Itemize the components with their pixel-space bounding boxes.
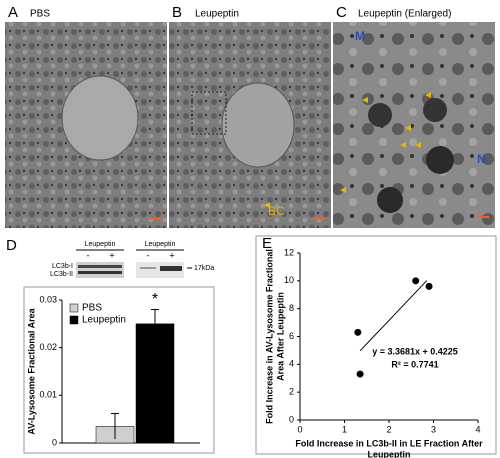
panel-letter: B — [172, 4, 182, 21]
annotation: BC — [268, 204, 285, 218]
image-label: Leupeptin — [195, 9, 239, 20]
y-axis-title: Fold Increase in AV-Lysosome Fractional — [264, 249, 274, 424]
y-tick-label: 6 — [289, 331, 294, 341]
trendline — [359, 280, 428, 352]
panel-letter: A — [8, 4, 18, 21]
y-tick-label: 2 — [289, 387, 294, 397]
panel-letter: E — [262, 235, 272, 252]
band-label: LC3b-II — [50, 271, 73, 278]
y-tick-label: 0 — [289, 414, 294, 424]
annotation: N — [477, 152, 486, 166]
marker-label: 17kDa — [194, 265, 214, 272]
legend-label: Leupeptin — [82, 315, 126, 326]
y-tick-label: 0.01 — [39, 390, 57, 400]
y-tick-label: 0.02 — [39, 342, 57, 352]
chart-frame — [23, 286, 215, 454]
legend-swatch — [69, 315, 79, 325]
legend-label: PBS — [82, 303, 102, 314]
y-tick-label: 8 — [289, 303, 294, 313]
panel-letter: C — [336, 4, 347, 21]
equation: y = 3.3681x + 0.4225 — [372, 346, 458, 356]
x-axis-title: Fold Increase in LC3b-II in LE Fraction … — [295, 438, 483, 448]
y-tick-label: 0 — [52, 437, 57, 447]
lane-label: + — [109, 250, 114, 260]
bar — [135, 323, 175, 444]
point — [412, 277, 420, 285]
lane-label: - — [147, 250, 150, 260]
blot-label: Leupeptin — [145, 241, 176, 248]
point — [354, 328, 362, 336]
x-tick-label: 3 — [431, 424, 436, 434]
legend-swatch — [69, 303, 79, 313]
micrograph-c — [333, 22, 495, 228]
lane-label: + — [169, 250, 174, 260]
y-tick-label: 10 — [284, 275, 294, 285]
x-tick-label: 0 — [297, 424, 302, 434]
x-tick-label: 2 — [386, 424, 391, 434]
y-axis-title: Area After Leupeptin — [275, 292, 285, 381]
micrograph-a — [5, 22, 167, 228]
x-tick-label: 1 — [342, 424, 347, 434]
blot-label: Leupeptin — [85, 241, 116, 248]
point — [356, 370, 364, 378]
image-label: PBS — [30, 9, 50, 20]
panel-letter: D — [6, 237, 17, 254]
chart-frame — [255, 235, 497, 455]
y-tick-label: 4 — [289, 359, 294, 369]
point — [425, 282, 433, 290]
arrowheads — [264, 92, 431, 208]
x-axis-title: Leupeptin — [368, 449, 411, 458]
band-label: LC3b-I — [52, 263, 73, 270]
western-blot: Leupeptin - + Leupeptin - + LC3b-I LC3b-… — [50, 241, 214, 278]
micrograph-b — [169, 22, 331, 228]
y-tick-label: 0.03 — [39, 294, 57, 304]
annotation: M — [355, 29, 365, 43]
image-label: Leupeptin (Enlarged) — [358, 9, 451, 20]
equation: R² = 0.7741 — [391, 359, 438, 369]
y-tick-label: 12 — [284, 247, 294, 257]
y-axis-title: AV-Lysosome Fractional Area — [26, 307, 36, 434]
significance: * — [152, 291, 158, 308]
lane-label: - — [87, 250, 90, 260]
x-tick-label: 4 — [475, 424, 480, 434]
